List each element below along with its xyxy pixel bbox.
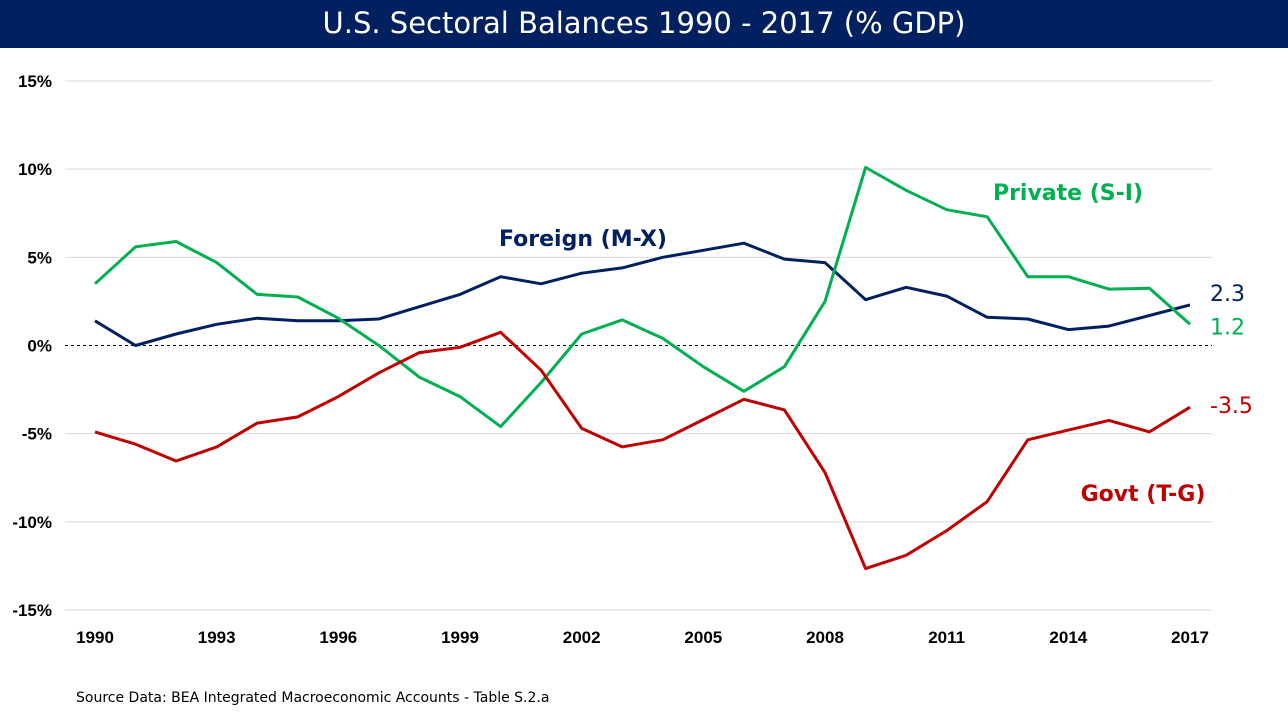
series-line-0 (94, 241, 1191, 347)
x-tick-label: 2014 (1049, 628, 1087, 647)
x-tick-label: 2017 (1171, 628, 1209, 647)
end-value-label: -3.5 (1210, 394, 1253, 419)
x-tick-label: 1990 (76, 628, 114, 647)
source-note: Source Data: BEA Integrated Macroeconomi… (76, 690, 550, 706)
series-label: Foreign (M-X) (499, 227, 667, 252)
x-tick-label: 1999 (441, 628, 479, 647)
end-value-label: 1.2 (1210, 315, 1245, 340)
y-tick-label: 10% (18, 160, 52, 179)
chart-title: U.S. Sectoral Balances 1990 - 2017 (% GD… (0, 0, 1288, 48)
y-tick-label: -10% (12, 513, 52, 532)
y-tick-label: 5% (27, 248, 52, 267)
series-line-1 (93, 165, 1191, 429)
series-label: Private (S-I) (993, 181, 1143, 206)
x-tick-label: 2008 (806, 628, 844, 647)
series-label: Govt (T-G) (1081, 482, 1206, 507)
y-tick-label: -5% (22, 425, 52, 444)
series-line-2 (94, 330, 1191, 571)
x-tick-label: 1993 (198, 628, 236, 647)
x-tick-label: 2002 (563, 628, 601, 647)
y-tick-label: 15% (18, 72, 52, 91)
x-tick-label: 1996 (319, 628, 357, 647)
y-tick-label: -15% (12, 601, 52, 620)
x-tick-label: 2005 (684, 628, 722, 647)
y-tick-label: 0% (27, 337, 52, 356)
end-value-label: 2.3 (1210, 282, 1245, 307)
x-tick-label: 2011 (928, 628, 965, 647)
